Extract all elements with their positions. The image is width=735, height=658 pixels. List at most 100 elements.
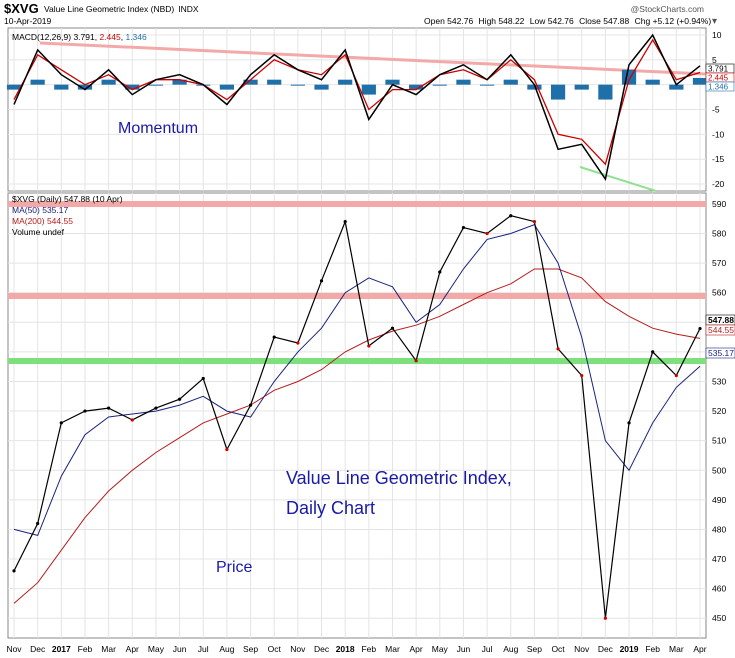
x-tick-label: Feb xyxy=(645,644,660,654)
macd-histogram-bar xyxy=(314,84,329,90)
x-tick-label: Feb xyxy=(78,644,93,654)
price-gridlines xyxy=(8,193,706,638)
price-point xyxy=(130,418,134,422)
macd-histogram-bar xyxy=(267,79,282,85)
x-tick-label: Jul xyxy=(198,644,209,654)
x-tick-label: Apr xyxy=(693,644,706,654)
x-tick-label: Mar xyxy=(101,644,116,654)
high-value: 548.22 xyxy=(498,16,524,26)
price-y-tick: 490 xyxy=(712,495,726,505)
chart-settings-icon[interactable]: ▾ xyxy=(712,16,717,27)
macd-value-tags: 3.791 2.445 1.346 xyxy=(705,63,735,92)
price-point xyxy=(12,569,16,573)
ma200-tag: 544.55 xyxy=(708,325,734,335)
macd-histogram-bar xyxy=(101,79,116,85)
macd-y-tick: -20 xyxy=(712,179,725,189)
x-tick-label: Sep xyxy=(527,644,542,654)
macd-histogram-bar xyxy=(527,84,542,90)
price-point xyxy=(438,270,442,274)
price-legend-ma200: MA(200) 544.55 xyxy=(12,216,73,226)
price-point xyxy=(580,373,584,378)
chg-label: Chg xyxy=(635,16,651,26)
price-y-tick: 520 xyxy=(712,406,726,416)
chart-annotation-title: Value Line Geometric Index, xyxy=(286,468,512,488)
macd-histogram-bar xyxy=(172,79,187,85)
open-value: 542.76 xyxy=(447,16,473,26)
index-name: Value Line Geometric Index (NBD) xyxy=(44,4,174,14)
price-point xyxy=(83,409,87,413)
resistance-line-590 xyxy=(8,201,706,207)
price-point xyxy=(603,616,607,620)
macd-histogram-bar xyxy=(148,84,164,86)
ma200-tag-box xyxy=(705,324,735,336)
price-value-tags: 547.88 544.55 535.17 xyxy=(705,314,735,359)
hist-tag-box xyxy=(705,81,735,92)
macd-histogram-bar xyxy=(409,84,424,90)
price-point xyxy=(627,421,631,425)
macd-legend-value: 3.791 xyxy=(73,32,95,42)
price-panel: $XVG (Daily) 547.88 (10 Apr) MA(50) 535.… xyxy=(7,192,735,639)
chart-date: 10-Apr-2019 xyxy=(4,16,52,26)
macd-histogram-bar xyxy=(54,84,69,90)
price-point xyxy=(651,350,655,354)
watermark: @StockCharts.com xyxy=(631,4,704,14)
price-y-tick: 480 xyxy=(712,524,726,534)
high-label: High xyxy=(479,16,497,26)
x-tick-label: Apr xyxy=(126,644,139,654)
macd-histogram-bar xyxy=(456,79,471,85)
chart-annotation-subtitle: Daily Chart xyxy=(286,498,375,518)
price-point xyxy=(461,225,466,230)
x-tick-label: Nov xyxy=(574,644,590,654)
x-tick-label: Jun xyxy=(457,644,471,654)
price-point xyxy=(272,335,276,339)
price-point xyxy=(674,373,678,378)
close-value: 547.88 xyxy=(603,16,629,26)
x-tick-label: Jul xyxy=(482,644,493,654)
macd-y-tick: 5 xyxy=(712,55,717,65)
price-point xyxy=(698,326,702,331)
x-tick-label: May xyxy=(432,644,449,654)
x-tick-label: 2017 xyxy=(52,644,71,654)
momentum-annotation: Momentum xyxy=(118,120,198,137)
price-y-tick: 590 xyxy=(712,199,726,209)
price-y-tick: 530 xyxy=(712,376,726,386)
x-tick-label: Sep xyxy=(243,644,258,654)
price-point xyxy=(59,421,63,425)
macd-histogram-bar xyxy=(243,79,258,85)
price-line xyxy=(13,215,701,619)
close-label: Close xyxy=(579,16,601,26)
x-tick-label: Nov xyxy=(290,644,306,654)
close-tag: 547.88 xyxy=(708,315,734,325)
macd-histogram-bar xyxy=(692,77,708,85)
macd-histogram-bar xyxy=(219,84,234,90)
price-point xyxy=(367,344,371,348)
price-point xyxy=(414,359,418,363)
macd-histogram-bar xyxy=(385,79,400,85)
macd-y-tick: -10 xyxy=(712,129,725,139)
macd-histogram-bar xyxy=(574,84,589,90)
ma200-line xyxy=(13,268,701,604)
x-tick-label: Oct xyxy=(551,644,565,654)
price-y-tick: 460 xyxy=(712,584,726,594)
price-point xyxy=(177,397,182,401)
macd-histogram-bar xyxy=(598,84,613,100)
price-annotation: Price xyxy=(216,559,253,576)
x-tick-label: Dec xyxy=(598,644,614,654)
support-line-534 xyxy=(8,358,706,364)
x-tick-label: Jun xyxy=(173,644,187,654)
price-point xyxy=(343,220,347,224)
price-point xyxy=(509,214,513,218)
macd-line xyxy=(13,33,701,181)
x-axis: Nov Dec 2017 Feb Mar Apr May Jun Jul Aug Sep Oct Nov… xyxy=(6,644,706,654)
price-point xyxy=(248,403,253,407)
ma50-tag-box xyxy=(705,347,735,359)
price-y-tick: 500 xyxy=(712,465,726,475)
x-tick-label: Nov xyxy=(6,644,22,654)
macd-signal-line xyxy=(13,38,701,166)
macd-histogram-bar xyxy=(480,84,495,86)
price-y-tick: 580 xyxy=(712,228,726,238)
macd-y-tick: 10 xyxy=(712,30,722,40)
price-points xyxy=(12,214,702,620)
